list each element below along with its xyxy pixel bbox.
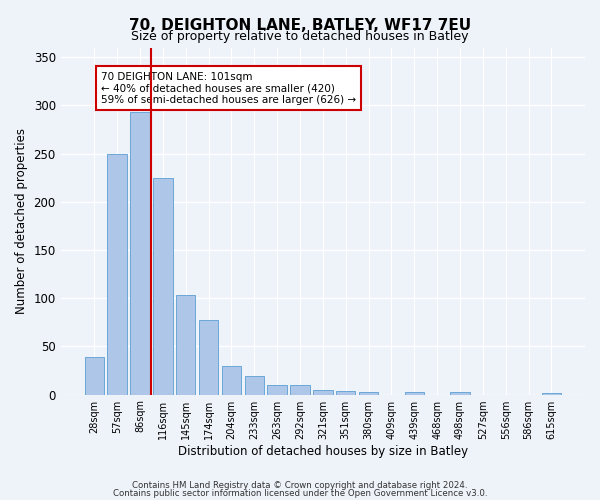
Text: Contains HM Land Registry data © Crown copyright and database right 2024.: Contains HM Land Registry data © Crown c…	[132, 480, 468, 490]
Bar	[313, 390, 332, 394]
Y-axis label: Number of detached properties: Number of detached properties	[15, 128, 28, 314]
Bar	[359, 392, 378, 394]
Bar	[290, 385, 310, 394]
Bar	[404, 392, 424, 394]
Bar	[176, 296, 196, 394]
Bar	[245, 376, 264, 394]
Bar	[85, 357, 104, 395]
X-axis label: Distribution of detached houses by size in Batley: Distribution of detached houses by size …	[178, 444, 468, 458]
Bar	[130, 112, 149, 395]
Bar	[153, 178, 173, 394]
Text: Contains public sector information licensed under the Open Government Licence v3: Contains public sector information licen…	[113, 489, 487, 498]
Bar	[221, 366, 241, 394]
Text: 70, DEIGHTON LANE, BATLEY, WF17 7EU: 70, DEIGHTON LANE, BATLEY, WF17 7EU	[129, 18, 471, 32]
Bar	[268, 385, 287, 394]
Bar	[542, 392, 561, 394]
Text: 70 DEIGHTON LANE: 101sqm
← 40% of detached houses are smaller (420)
59% of semi-: 70 DEIGHTON LANE: 101sqm ← 40% of detach…	[101, 72, 356, 105]
Bar	[199, 320, 218, 394]
Bar	[336, 390, 355, 394]
Bar	[107, 154, 127, 394]
Text: Size of property relative to detached houses in Batley: Size of property relative to detached ho…	[131, 30, 469, 43]
Bar	[450, 392, 470, 394]
